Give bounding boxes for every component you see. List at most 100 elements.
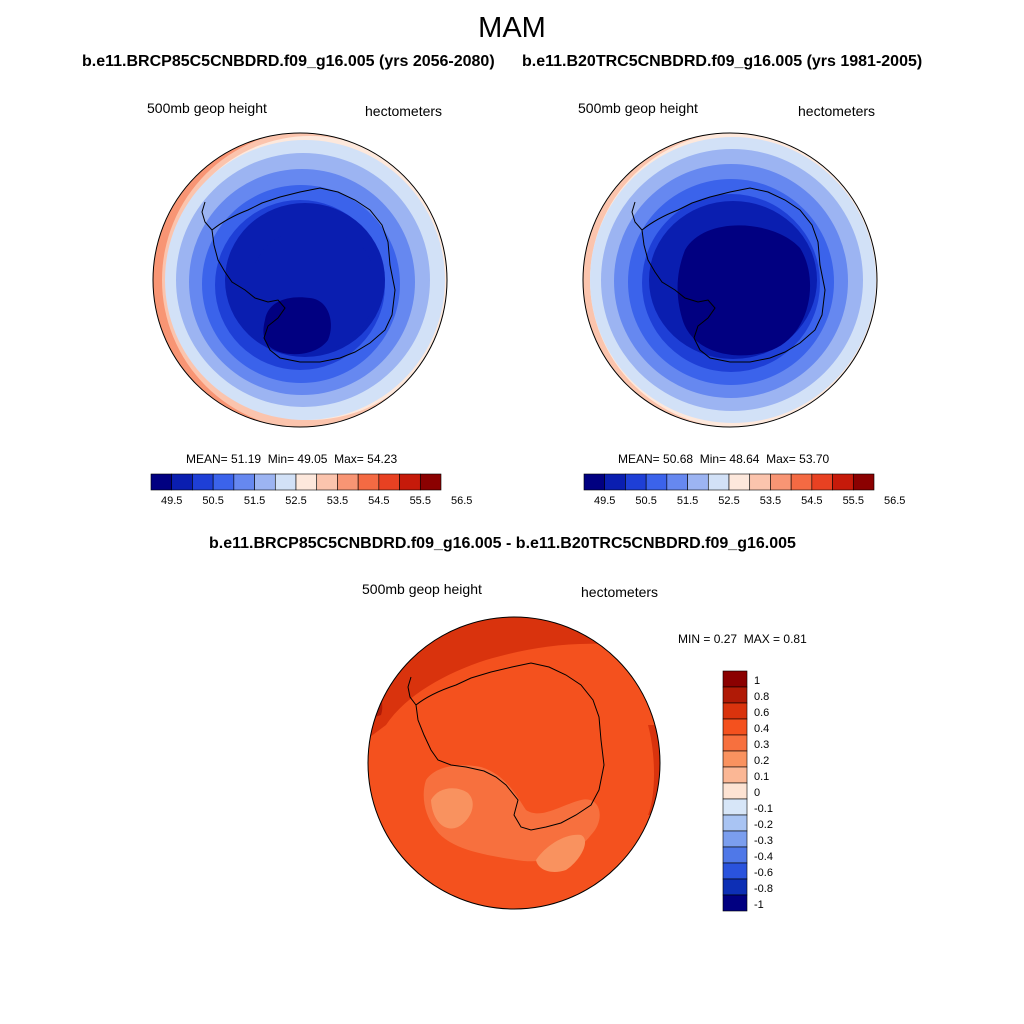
colorbar-tick-label: 0.8 bbox=[754, 691, 769, 703]
colorbar-tick-label: 51.5 bbox=[677, 495, 698, 507]
colorbar-swatch bbox=[192, 473, 214, 491]
panel-3-field-level bbox=[368, 617, 660, 909]
panel-2-mean-label: MEAN= bbox=[618, 452, 660, 466]
panel-2-min-value: 48.64 bbox=[729, 452, 760, 466]
colorbar-swatch bbox=[583, 473, 606, 491]
colorbar-swatch bbox=[295, 473, 318, 491]
panel-3-colorbar: 1 0.8 0.6 0.4 0.3 0.2 0.1 0 -0.1 -0.2 -0.3 -0.4 -0.6… bbox=[722, 670, 773, 912]
panel-3-stats: MIN = 0.27 MAX = 0.81 bbox=[678, 632, 807, 646]
colorbar-swatch bbox=[625, 473, 647, 491]
colorbar-swatch bbox=[722, 718, 748, 736]
colorbar-tick-label: 0.4 bbox=[754, 723, 769, 735]
colorbar-tick-label: 56.5 bbox=[451, 495, 472, 507]
panel-2-max-label: Max= bbox=[766, 452, 796, 466]
panel-3-min-value: 0.27 bbox=[713, 632, 738, 646]
panel-1-min-value: 49.05 bbox=[297, 452, 328, 466]
panel-1-mean-label: MEAN= bbox=[186, 452, 228, 466]
panel-2-map bbox=[582, 132, 878, 428]
colorbar-swatch bbox=[790, 473, 813, 491]
colorbar-tick-label: -0.2 bbox=[754, 819, 773, 831]
colorbar-tick-label: 49.5 bbox=[594, 495, 615, 507]
colorbar-swatch bbox=[150, 473, 173, 491]
colorbar-swatch bbox=[666, 473, 688, 491]
figure-title: MAM bbox=[478, 12, 546, 44]
colorbar-tick-label: 49.5 bbox=[161, 495, 182, 507]
colorbar-tick-label: 53.5 bbox=[760, 495, 781, 507]
colorbar-tick-label: -0.4 bbox=[754, 851, 773, 863]
panel-3-field-level bbox=[431, 788, 473, 829]
colorbar-tick-label: 54.5 bbox=[368, 495, 389, 507]
colorbar-swatch bbox=[604, 473, 626, 491]
colorbar-swatch bbox=[316, 473, 338, 491]
colorbar-swatch bbox=[770, 473, 792, 491]
panel-3-antarctica-coastline bbox=[415, 662, 605, 831]
panel-2-units-label: hectometers bbox=[798, 103, 876, 119]
colorbar-swatch bbox=[722, 750, 748, 768]
panel-1-stats: MEAN= 51.19 Min= 49.05 Max= 54.23 bbox=[186, 452, 397, 466]
colorbar-swatch bbox=[212, 473, 235, 491]
colorbar-swatch bbox=[722, 878, 748, 896]
colorbar-tick-label: 53.5 bbox=[327, 495, 348, 507]
panel-2-title: b.e11.B20TRC5CNBDRD.f09_g16.005 (yrs 198… bbox=[522, 53, 923, 70]
panel-3-title: b.e11.BRCP85C5CNBDRD.f09_g16.005 - b.e11… bbox=[209, 535, 796, 552]
panel-3-variable-label: 500mb geop height bbox=[362, 581, 482, 597]
colorbar-tick-label: 55.5 bbox=[843, 495, 864, 507]
panel-3-max-value: 0.81 bbox=[783, 632, 807, 646]
colorbar-tick-label: 0.1 bbox=[754, 771, 769, 783]
colorbar-tick-label: -0.8 bbox=[754, 883, 773, 895]
colorbar-swatch bbox=[722, 798, 748, 816]
colorbar-swatch bbox=[357, 473, 380, 491]
colorbar-swatch bbox=[707, 473, 730, 491]
colorbar-tick-label: -0.1 bbox=[754, 803, 773, 815]
panel-3-field-level bbox=[368, 675, 383, 720]
panel-1-antarctica-coastline bbox=[211, 187, 396, 363]
colorbar-tick-label: -0.6 bbox=[754, 867, 773, 879]
colorbar-tick-label: 0.6 bbox=[754, 707, 769, 719]
panel-3-map bbox=[367, 616, 661, 910]
panel-1-max-label: Max= bbox=[334, 452, 364, 466]
colorbar-swatch bbox=[254, 473, 276, 491]
colorbar-swatch bbox=[832, 473, 854, 491]
panel-3-field-level bbox=[536, 834, 586, 872]
colorbar-swatch bbox=[722, 702, 748, 720]
colorbar-tick-label: 0.2 bbox=[754, 755, 769, 767]
colorbar-swatch bbox=[728, 473, 751, 491]
colorbar-swatch bbox=[171, 473, 193, 491]
panel-1-units-label: hectometers bbox=[365, 103, 443, 119]
colorbar-swatch bbox=[811, 473, 833, 491]
colorbar-tick-label: 55.5 bbox=[410, 495, 431, 507]
panel-1-variable-label: 500mb geop height bbox=[147, 100, 267, 116]
colorbar-swatch bbox=[722, 894, 748, 912]
colorbar-swatch bbox=[722, 766, 748, 784]
panel-3-map-border bbox=[367, 616, 661, 910]
panel-1-max-value: 54.23 bbox=[367, 452, 398, 466]
panel-3-field-level bbox=[368, 617, 660, 740]
panel-3-max-label: MAX = bbox=[743, 632, 781, 646]
panel-1-field-level bbox=[263, 297, 331, 355]
colorbar-swatch bbox=[419, 473, 442, 491]
colorbar-swatch bbox=[722, 830, 748, 848]
colorbar-swatch bbox=[337, 473, 359, 491]
panel-1-map bbox=[152, 132, 448, 428]
colorbar-swatch bbox=[378, 473, 400, 491]
panel-3-min-label: MIN = bbox=[678, 632, 711, 646]
panel-2-colorbar: 49.5 50.5 51.5 52.5 53.5 54.5 55.5 56.5 bbox=[583, 473, 905, 507]
panel-2-field-level bbox=[677, 225, 811, 356]
panel-2-mean-value: 50.68 bbox=[663, 452, 694, 466]
colorbar-swatch bbox=[722, 846, 748, 864]
panel-3-field-level bbox=[423, 765, 600, 862]
panel-1-colorbar: 49.5 50.5 51.5 52.5 53.5 54.5 55.5 56.5 bbox=[150, 473, 472, 507]
panel-2-antarctic-peninsula bbox=[631, 201, 643, 231]
colorbar-swatch bbox=[645, 473, 668, 491]
colorbar-swatch bbox=[722, 686, 748, 704]
colorbar-tick-label: 0.3 bbox=[754, 739, 769, 751]
colorbar-tick-label: 50.5 bbox=[202, 495, 223, 507]
colorbar-swatch bbox=[722, 782, 748, 800]
colorbar-swatch bbox=[852, 473, 875, 491]
panel-2-map-border bbox=[582, 132, 878, 428]
colorbar-tick-label: 0 bbox=[754, 787, 760, 799]
colorbar-swatch bbox=[687, 473, 709, 491]
colorbar-swatch bbox=[722, 734, 748, 752]
colorbar-tick-label: 52.5 bbox=[718, 495, 739, 507]
colorbar-swatch bbox=[722, 814, 748, 832]
